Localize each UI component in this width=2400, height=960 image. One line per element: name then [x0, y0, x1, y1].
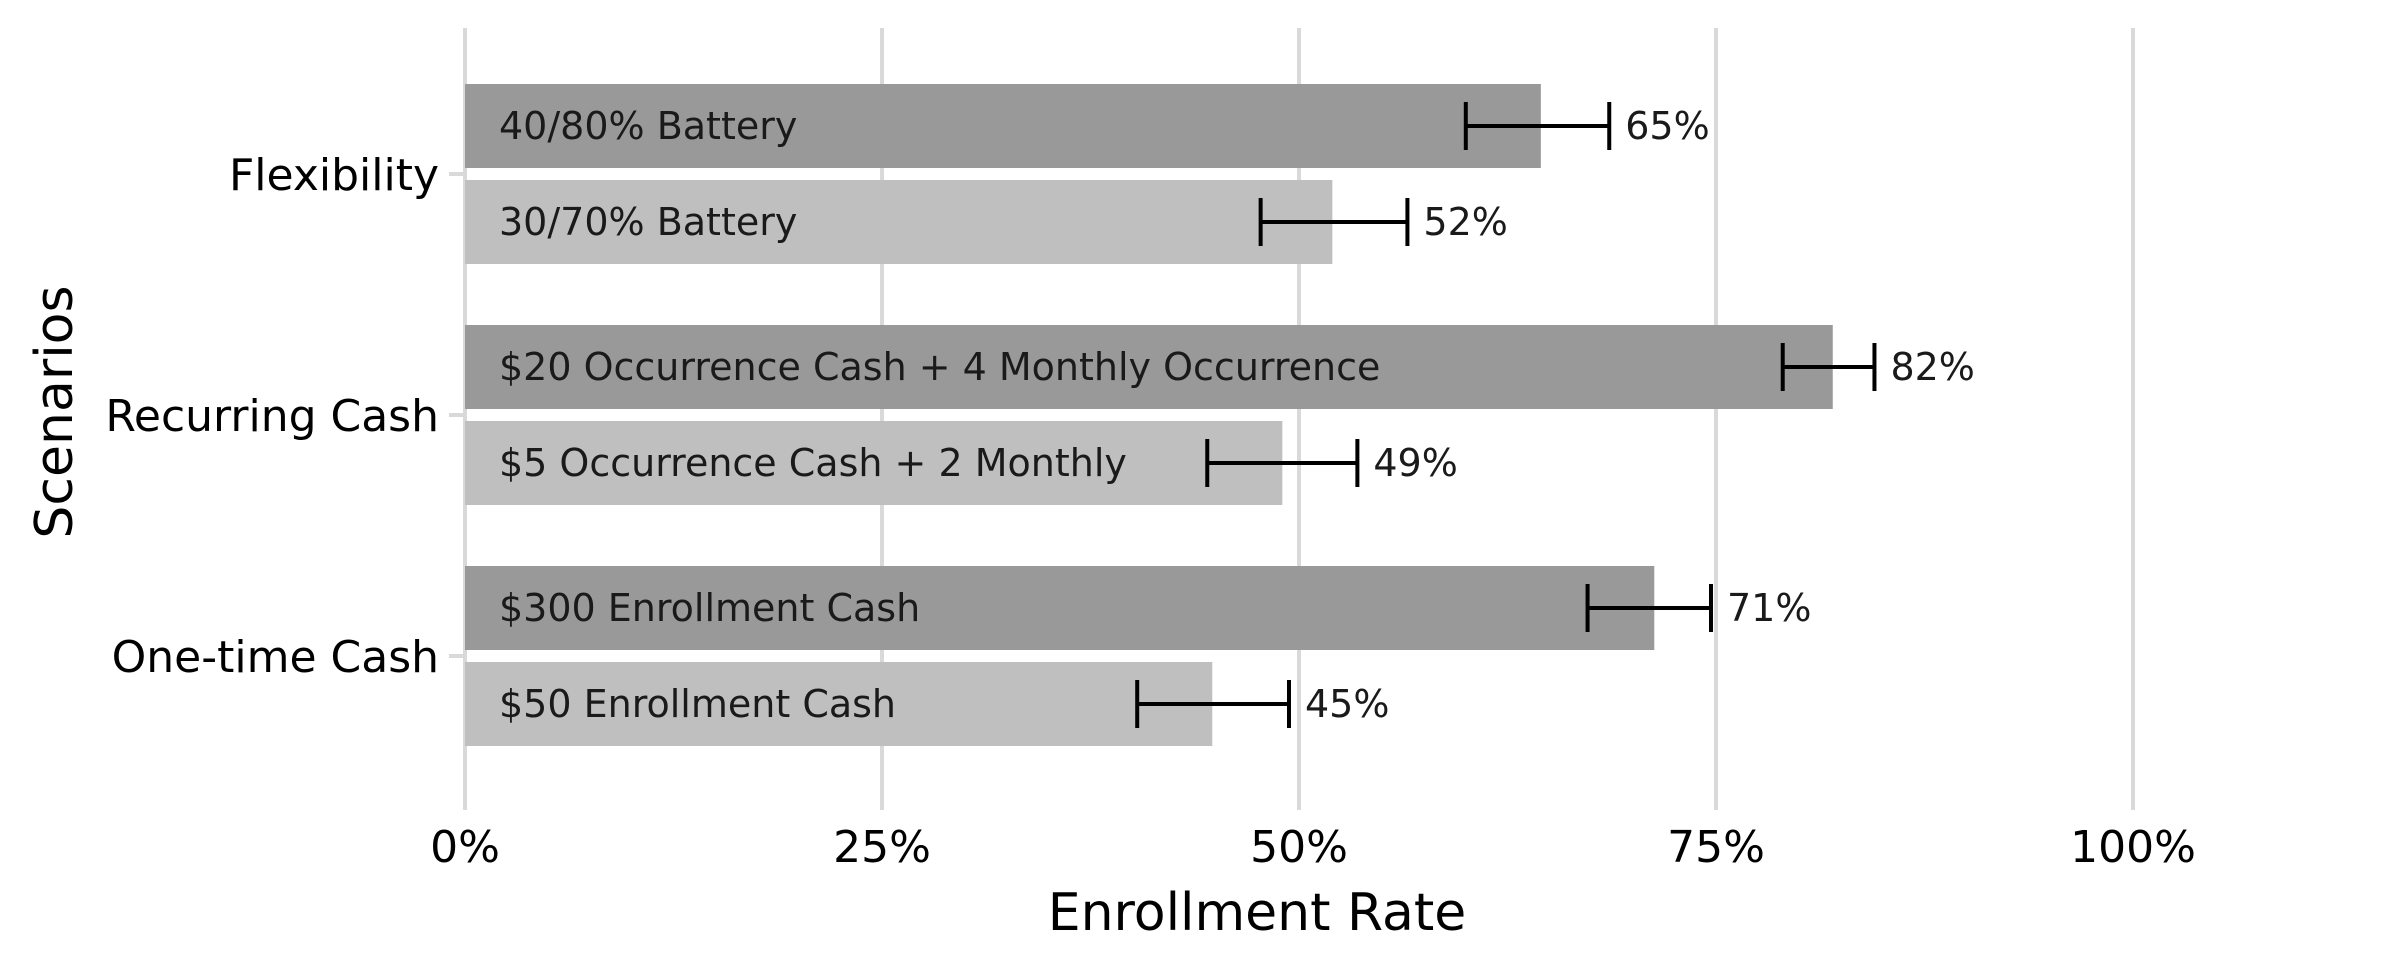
- error-bar: [1258, 198, 1410, 246]
- value-label: 45%: [1305, 682, 1389, 726]
- bar-label: $50 Enrollment Cash: [499, 682, 896, 726]
- x-axis-title: Enrollment Rate: [1048, 883, 1467, 943]
- bar: [465, 84, 1541, 168]
- error-bar: [1463, 102, 1612, 150]
- bar-label: 30/70% Battery: [499, 200, 797, 244]
- y-axis: Flexibility Recurring Cash One-time Cash: [105, 150, 465, 683]
- bar-label: $20 Occurrence Cash + 4 Monthly Occurren…: [499, 345, 1380, 389]
- y-tick-label: Recurring Cash: [105, 391, 439, 442]
- value-label: 82%: [1890, 345, 1974, 389]
- y-axis-title: Scenarios: [25, 285, 85, 538]
- value-label: 52%: [1423, 200, 1507, 244]
- error-bar: [1585, 584, 1713, 632]
- bar-labels: 40/80% Battery 65% 30/70% Battery 52% $20 Oc…: [499, 104, 1975, 726]
- error-bars: [1135, 102, 1877, 728]
- bar-label: $5 Occurrence Cash + 2 Monthly: [499, 441, 1127, 485]
- value-label: 71%: [1727, 586, 1811, 630]
- bar: [465, 566, 1655, 650]
- error-bar: [1780, 343, 1877, 391]
- y-tick-label: Flexibility: [229, 150, 439, 201]
- x-tick-label: 100%: [2070, 822, 2196, 873]
- error-bar: [1135, 680, 1291, 728]
- bars: [465, 84, 1833, 746]
- value-label: 65%: [1625, 104, 1709, 148]
- bar: [465, 180, 1333, 264]
- x-tick-label: 75%: [1667, 822, 1765, 873]
- bar: [465, 325, 1833, 409]
- y-tick-label: One-time Cash: [112, 632, 439, 683]
- x-axis: 0% 25% 50% 75% 100%: [430, 822, 2196, 873]
- x-tick-label: 0%: [430, 822, 500, 873]
- bar-label: 40/80% Battery: [499, 104, 797, 148]
- x-tick-label: 50%: [1250, 822, 1348, 873]
- error-bar: [1205, 439, 1360, 487]
- bar: [465, 662, 1213, 746]
- x-tick-label: 25%: [833, 822, 931, 873]
- bar-label: $300 Enrollment Cash: [499, 586, 920, 630]
- bar: [465, 421, 1283, 505]
- value-label: 49%: [1373, 441, 1457, 485]
